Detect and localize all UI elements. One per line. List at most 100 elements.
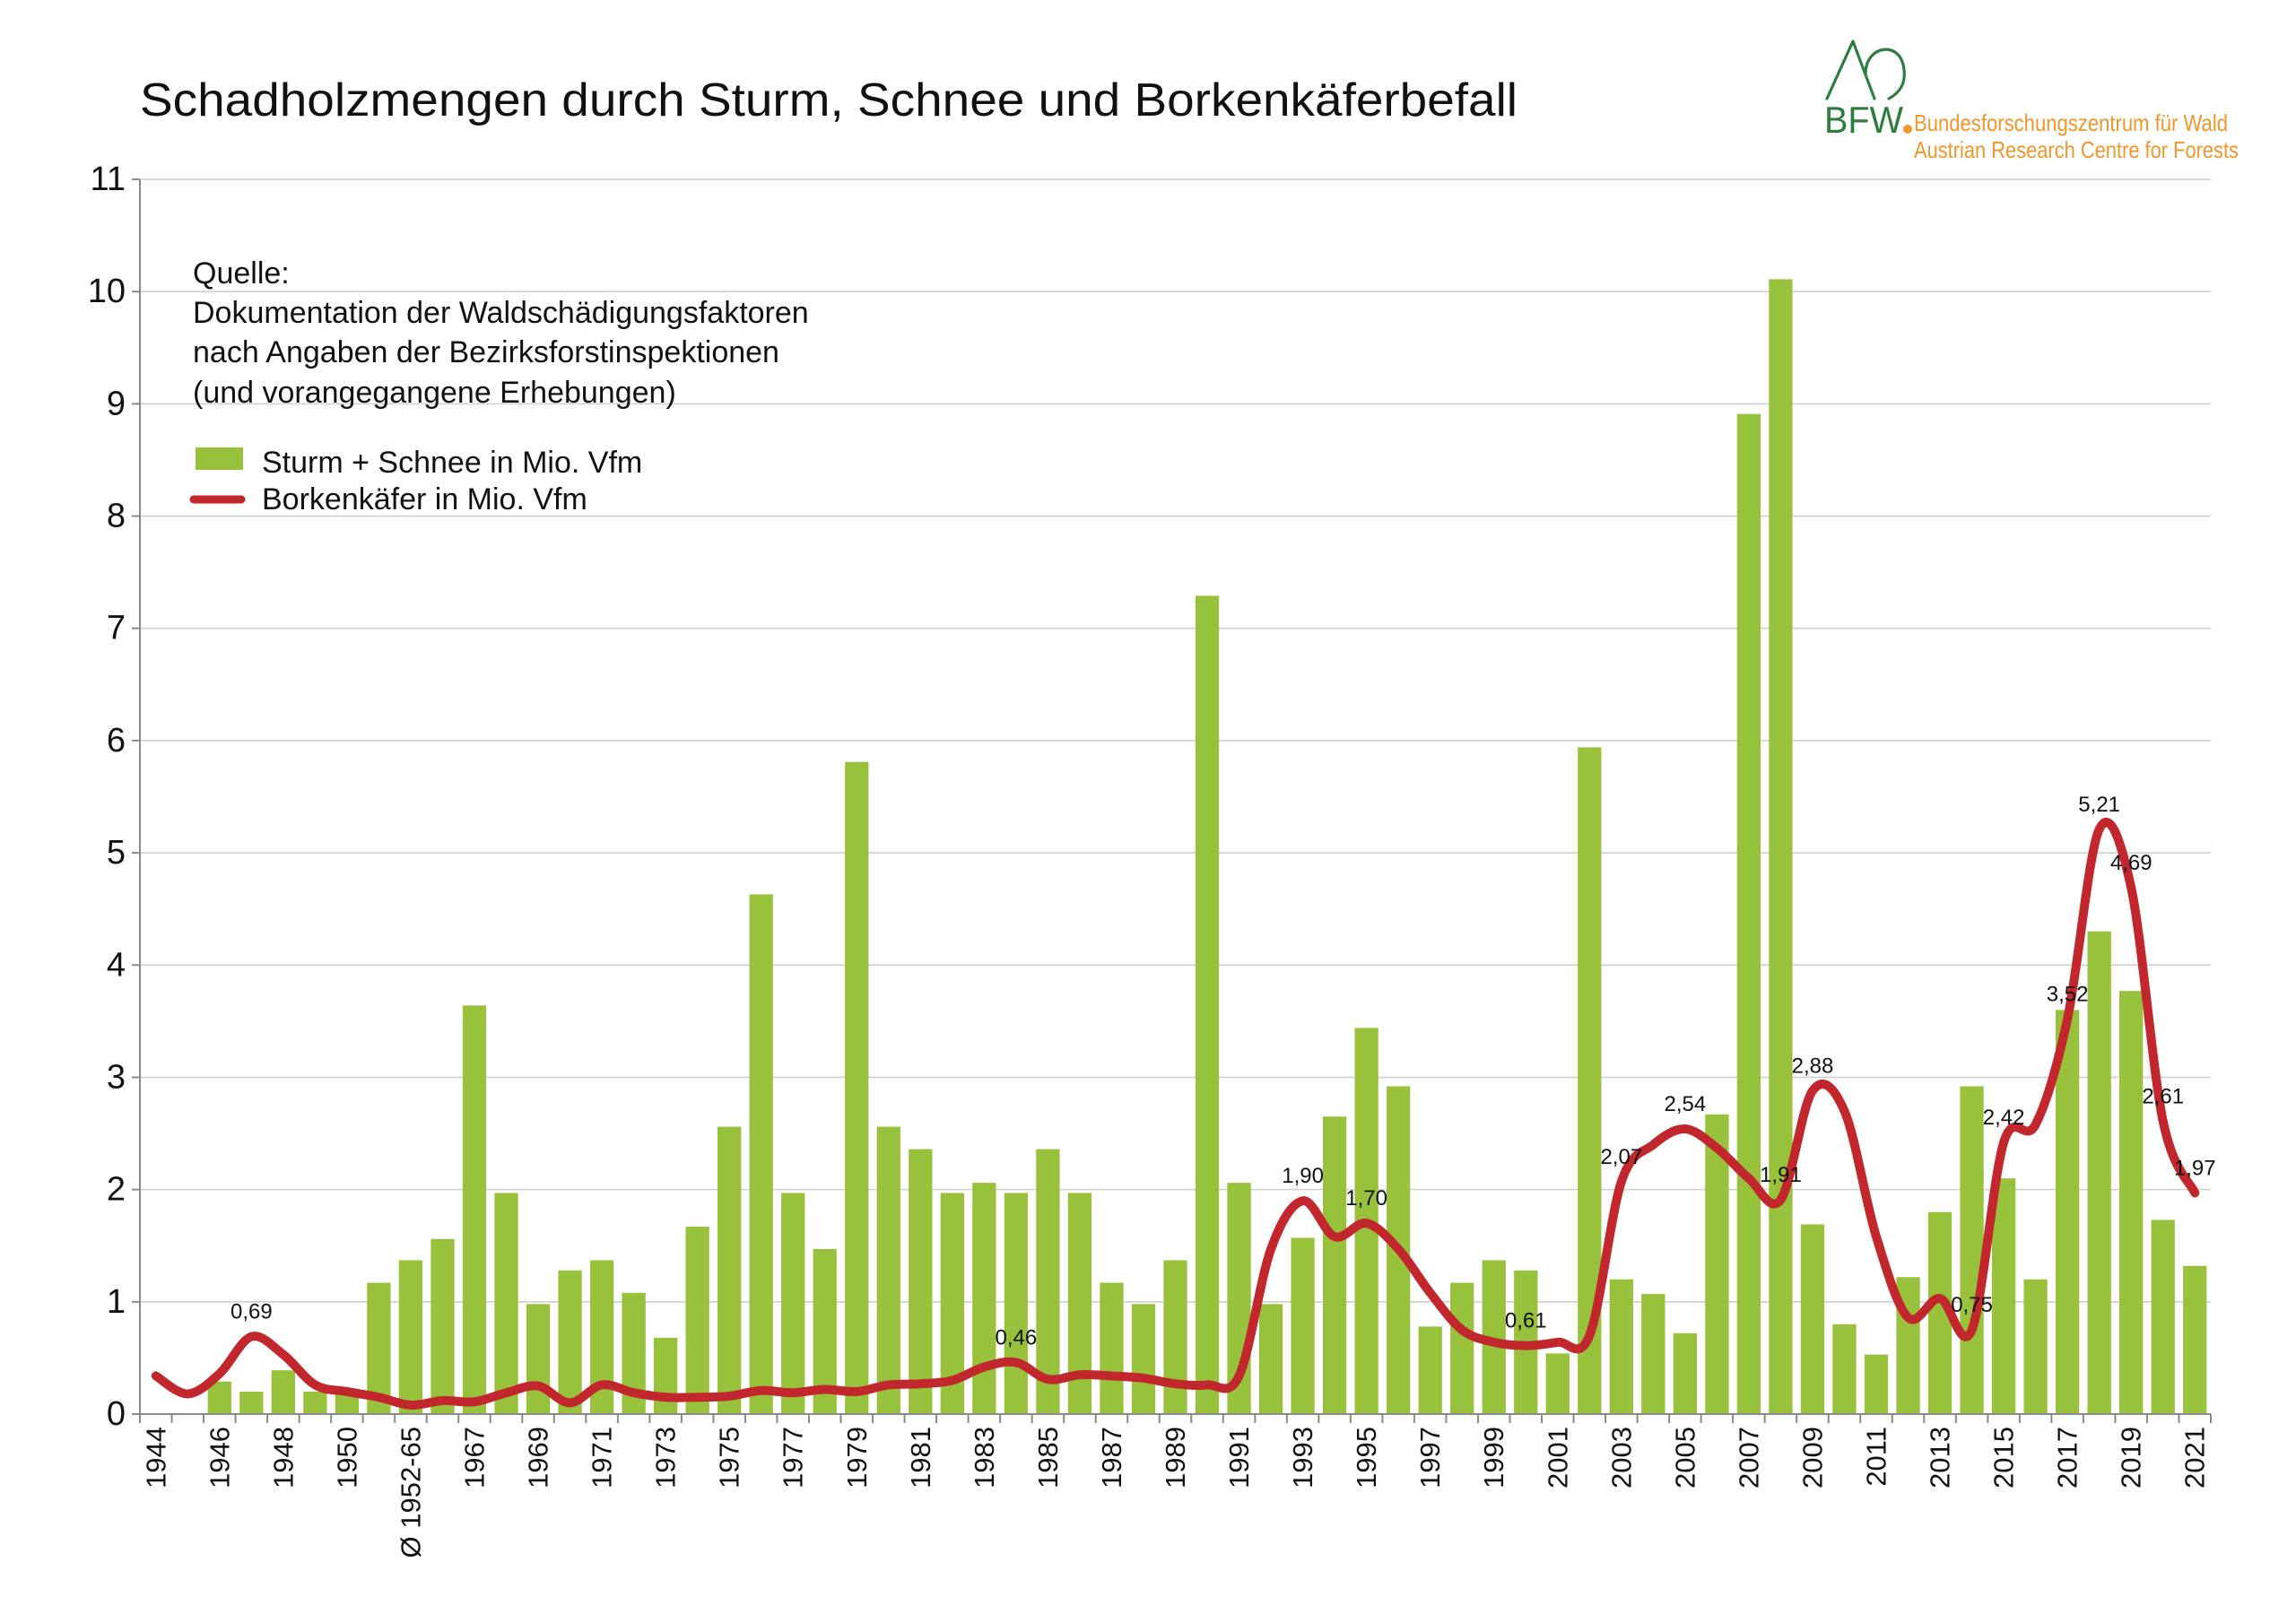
bar: [1641, 1294, 1665, 1414]
bar: [1545, 1353, 1570, 1414]
bar: [1067, 1193, 1092, 1414]
tree-mountain-icon: [1825, 39, 1906, 100]
y-tick-label: 8: [107, 498, 126, 535]
x-tick-label: 2003: [1605, 1427, 1637, 1488]
bar: [1291, 1237, 1315, 1414]
legend-label-storm-snow: Sturm + Schnee in Mio. Vfm: [262, 446, 642, 480]
data-label: 2,07: [1600, 1145, 1642, 1169]
chart-title: Schadholzmengen durch Sturm, Schnee und …: [140, 74, 1518, 126]
y-tick-label: 7: [107, 610, 126, 647]
x-tick-label: 1973: [650, 1427, 682, 1488]
bar: [398, 1260, 423, 1414]
y-tick-label: 4: [107, 946, 126, 984]
x-tick-label: 2021: [2179, 1427, 2211, 1488]
bar: [2151, 1219, 2175, 1414]
y-tick-label: 1: [107, 1283, 126, 1321]
source-line: nach Angaben der Bezirksforstinspektione…: [193, 335, 779, 369]
bark-beetle-line: [151, 818, 2200, 1410]
data-label: 1,97: [2174, 1156, 2216, 1180]
legend: Sturm + Schnee in Mio. Vfm Borkenkäfer i…: [189, 446, 642, 516]
x-tick-label: 1948: [267, 1427, 299, 1488]
bar: [685, 1226, 709, 1414]
bar: [271, 1370, 295, 1414]
bar: [1800, 1224, 1825, 1414]
bar: [1100, 1282, 1124, 1414]
bar: [526, 1304, 551, 1414]
bar: [749, 894, 773, 1414]
x-tick-label: 1981: [905, 1427, 936, 1488]
x-tick-label: 1993: [1287, 1427, 1318, 1488]
bfw-logo: BFW Bundesforschungszentrum für Wald Aus…: [1824, 39, 2239, 163]
bar: [558, 1270, 582, 1414]
bar: [430, 1238, 455, 1414]
x-tick-label: 1975: [714, 1427, 745, 1488]
x-tick-label: 1997: [1414, 1427, 1446, 1488]
bar: [845, 761, 869, 1414]
x-tick-label: 2007: [1733, 1427, 1764, 1488]
x-tick-label: 2009: [1796, 1427, 1828, 1488]
bar: [1991, 1178, 2016, 1414]
legend-label-bark-beetle: Borkenkäfer in Mio. Vfm: [262, 482, 587, 516]
bar: [781, 1193, 805, 1414]
x-tick-label: 1987: [1096, 1427, 1127, 1488]
x-tick-label: 1979: [841, 1427, 873, 1488]
x-tick-label: 1989: [1160, 1427, 1191, 1488]
x-tick-label: 1946: [204, 1427, 235, 1488]
x-tick-label: 1950: [331, 1427, 362, 1488]
x-tick-label: 2019: [2116, 1427, 2147, 1488]
source-note: Quelle: Dokumentation der Waldschädigung…: [193, 256, 809, 410]
bar: [1960, 1086, 1984, 1414]
bar: [1705, 1114, 1729, 1414]
y-tick-label: 9: [107, 385, 126, 422]
bar: [1609, 1279, 1633, 1414]
data-label: 4,69: [2110, 851, 2152, 875]
y-tick-label: 0: [107, 1395, 126, 1433]
y-axis-ticks: 0 1 2 3 4 5 6 7 8 9 10 11: [88, 161, 140, 1433]
logo-name-en: Austrian Research Centre for Forests: [1914, 136, 2239, 163]
x-tick-label: 2015: [1988, 1427, 2020, 1488]
data-label: 0,75: [1951, 1293, 1993, 1317]
source-line: Dokumentation der Waldschädigungsfaktore…: [193, 296, 809, 330]
bar: [2023, 1279, 2048, 1414]
bar: [1258, 1304, 1283, 1414]
x-axis-ticks: 1944 1946 1948 1950 Ø 1952-65 1967 1969 1971 197…: [139, 1414, 2212, 1558]
x-tick-label: 2005: [1669, 1427, 1700, 1488]
logo-wordmark: BFW: [1824, 99, 1903, 141]
data-label: 2,42: [1983, 1106, 2025, 1130]
data-label: 0,46: [996, 1325, 1038, 1350]
x-tick-label: Ø 1952-65: [395, 1427, 426, 1558]
bar: [909, 1149, 933, 1414]
bar: [718, 1126, 742, 1414]
x-tick-label: 2011: [1861, 1427, 1892, 1487]
bar: [303, 1391, 327, 1414]
data-label: 1,70: [1345, 1186, 1387, 1211]
data-label: 1,90: [1282, 1164, 1324, 1188]
bar: [1322, 1116, 1347, 1414]
bar: [239, 1391, 264, 1414]
x-tick-label: 2001: [1542, 1427, 1573, 1488]
bar: [1450, 1282, 1474, 1414]
bar: [2183, 1265, 2207, 1414]
bar: [1736, 413, 1761, 1414]
bar: [1418, 1326, 1442, 1414]
x-tick-label: 1971: [587, 1427, 618, 1488]
data-label: 0,61: [1505, 1309, 1547, 1333]
x-tick-label: 1977: [778, 1427, 809, 1488]
logo-name-de: Bundesforschungszentrum für Wald: [1914, 109, 2228, 136]
x-tick-label: 1967: [458, 1427, 490, 1488]
data-label: 2,88: [1792, 1054, 1834, 1078]
x-tick-label: 1969: [523, 1427, 554, 1488]
bar: [653, 1337, 678, 1414]
x-tick-label: 1944: [140, 1427, 171, 1488]
x-tick-label: 1995: [1351, 1427, 1382, 1488]
bar: [1673, 1332, 1698, 1414]
bar: [1832, 1324, 1857, 1414]
bar: [1131, 1304, 1156, 1414]
logo-dot: [1903, 125, 1912, 134]
bar: [1195, 595, 1220, 1414]
y-tick-label: 10: [88, 273, 126, 310]
x-tick-label: 1991: [1223, 1427, 1255, 1488]
data-label: 2,54: [1665, 1092, 1707, 1116]
bar: [1864, 1354, 1889, 1414]
